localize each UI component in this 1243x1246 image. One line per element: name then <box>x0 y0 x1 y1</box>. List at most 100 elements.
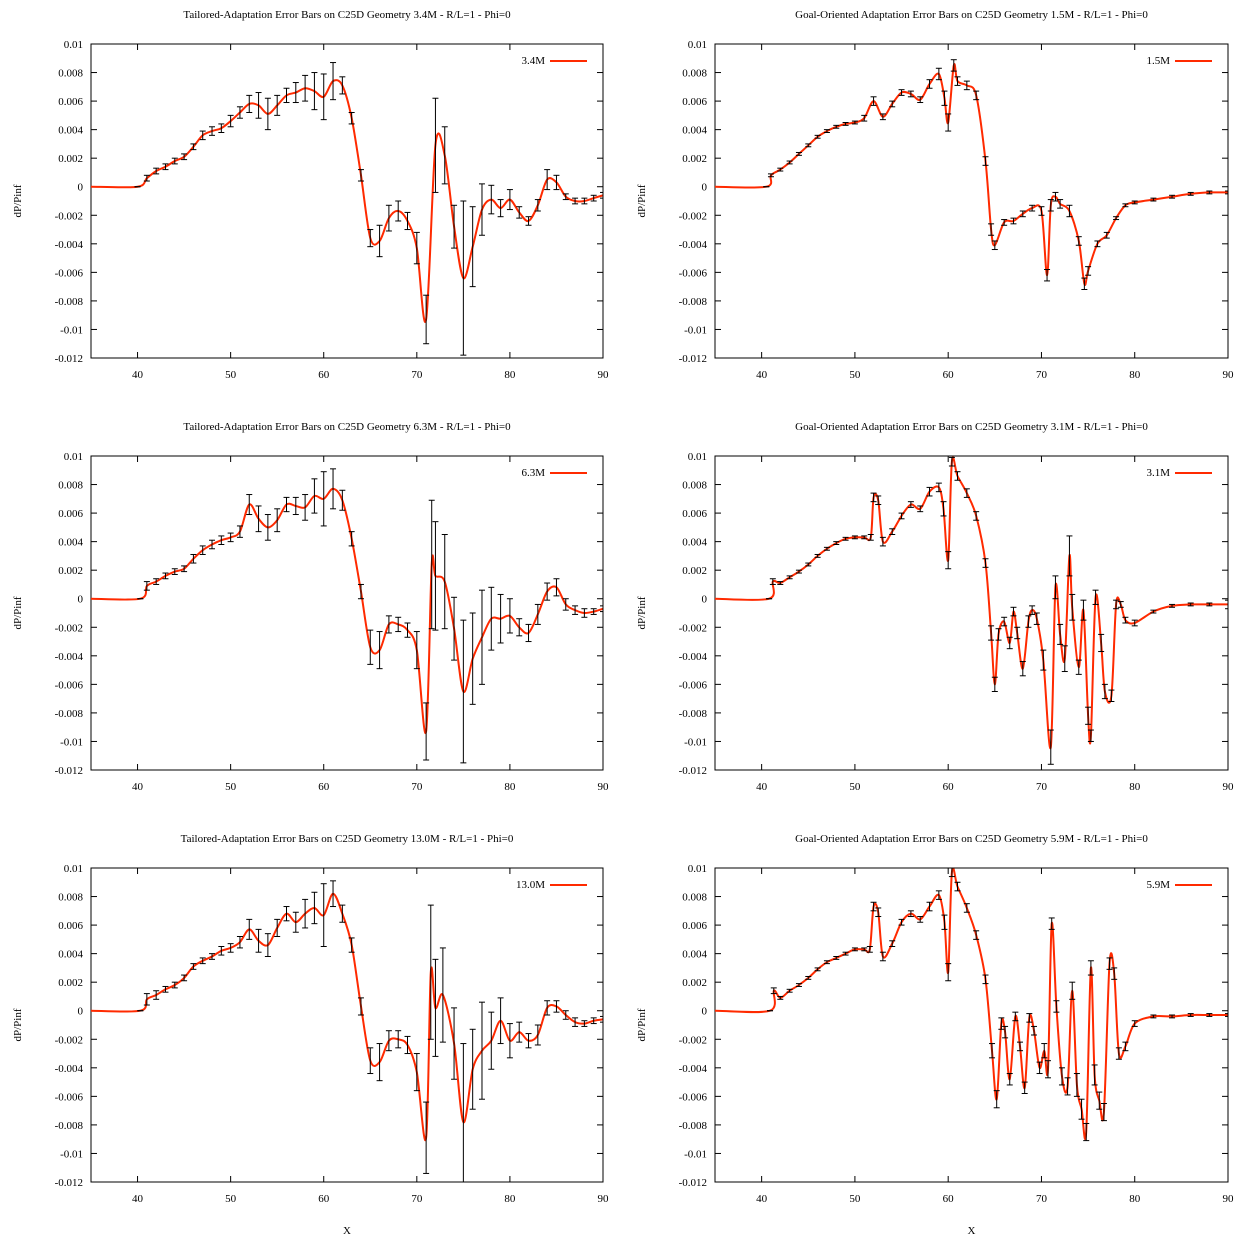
y-tick-label: 0.004 <box>58 949 83 961</box>
error-bar <box>199 130 206 141</box>
y-tick-label: -0.004 <box>679 239 708 251</box>
x-tick-label: 80 <box>504 781 516 793</box>
error-bar <box>795 983 802 987</box>
error-bar <box>833 955 840 960</box>
error-bar <box>441 534 448 630</box>
error-bar <box>348 937 355 953</box>
error-bar <box>283 496 290 513</box>
error-bar <box>246 94 253 114</box>
legend: 13.0M <box>516 879 587 891</box>
error-bar <box>1044 1060 1051 1079</box>
error-bar <box>998 1017 1005 1030</box>
error-bar <box>395 616 402 633</box>
error-bar <box>320 883 327 947</box>
error-bar <box>770 987 777 995</box>
error-bar <box>842 122 849 126</box>
error-bar <box>795 151 802 156</box>
error-bar <box>1001 616 1008 627</box>
x-axis-label: X <box>968 1225 976 1237</box>
error-bar <box>1096 1091 1103 1110</box>
error-bar <box>171 981 178 989</box>
chart-title: Tailored-Adaptation Error Bars on C25D G… <box>183 9 511 21</box>
x-tick-label: 50 <box>849 1193 861 1205</box>
error-bar <box>1047 729 1054 765</box>
error-bar <box>404 1035 411 1055</box>
error-bar <box>1038 206 1045 216</box>
error-bar <box>413 231 420 265</box>
error-bar <box>1206 602 1213 607</box>
error-bar <box>311 72 318 111</box>
error-bar <box>311 891 318 925</box>
error-bar <box>777 581 784 585</box>
error-bar <box>357 583 364 600</box>
error-bar <box>1030 1025 1037 1036</box>
error-bar <box>451 596 458 661</box>
error-bar <box>385 1030 392 1052</box>
y-tick-label: -0.01 <box>60 324 83 336</box>
error-bar <box>348 531 355 547</box>
error-bar <box>898 512 905 520</box>
error-bar <box>283 87 290 104</box>
error-bar <box>1115 1047 1122 1060</box>
y-tick-label: 0.004 <box>682 125 707 137</box>
y-tick-label: -0.01 <box>684 736 707 748</box>
y-tick-label: -0.012 <box>55 353 83 365</box>
error-bar <box>460 619 467 764</box>
y-tick-label: 0.008 <box>58 68 83 80</box>
error-bar <box>439 947 446 1043</box>
x-tick-label: 70 <box>411 369 423 381</box>
error-bar <box>1098 633 1105 653</box>
error-bar <box>218 946 225 956</box>
error-bar <box>1066 204 1073 218</box>
chart-panel: Tailored-Adaptation Error Bars on C25D G… <box>12 421 609 793</box>
error-bar <box>982 974 989 985</box>
error-bar <box>516 206 523 219</box>
y-tick-label: -0.004 <box>55 651 84 663</box>
y-tick-label: 0.002 <box>682 565 707 577</box>
error-bar <box>404 622 411 638</box>
y-tick-label: 0.01 <box>688 863 707 875</box>
error-bar <box>376 1043 383 1082</box>
error-bar <box>1206 1013 1213 1017</box>
error-bar <box>917 505 924 513</box>
error-bar <box>1085 266 1092 276</box>
y-axis-label: dP/Pinf <box>12 184 24 217</box>
chart-title: Goal-Oriented Adaptation Error Bars on C… <box>795 421 1148 433</box>
series-line <box>715 456 1228 750</box>
error-bar <box>320 471 327 527</box>
error-bar <box>1057 623 1064 645</box>
y-tick-label: -0.012 <box>679 1177 707 1189</box>
error-bar <box>1064 1077 1071 1096</box>
error-bar <box>1169 194 1176 199</box>
error-bar <box>842 536 849 541</box>
error-bar <box>292 82 299 104</box>
error-bar <box>236 936 243 949</box>
plot-area <box>715 456 1228 765</box>
error-bar <box>1122 203 1129 208</box>
error-bar <box>385 615 392 634</box>
chart-panel: Goal-Oriented Adaptation Error Bars on C… <box>636 833 1234 1237</box>
error-bar <box>367 1047 374 1075</box>
error-bar <box>907 90 914 98</box>
error-bar <box>941 914 948 930</box>
error-bar <box>1057 199 1064 209</box>
error-bar <box>917 96 924 104</box>
error-bar <box>525 623 532 643</box>
error-bar <box>1021 1081 1028 1095</box>
y-tick-label: -0.002 <box>55 622 83 634</box>
y-tick-label: -0.012 <box>679 765 707 777</box>
y-tick-label: -0.004 <box>679 651 708 663</box>
error-bar <box>926 79 933 89</box>
error-bar <box>963 488 970 498</box>
y-tick-label: 0.01 <box>64 39 83 51</box>
series-line <box>715 868 1228 1141</box>
x-tick-label: 60 <box>318 369 330 381</box>
error-bar <box>236 525 243 538</box>
error-bar <box>302 898 309 929</box>
error-bar <box>451 204 458 249</box>
error-bar <box>1017 1041 1024 1052</box>
error-bar <box>516 1021 523 1043</box>
error-bar <box>842 951 849 956</box>
error-bar <box>376 224 383 258</box>
error-bar <box>851 535 858 540</box>
